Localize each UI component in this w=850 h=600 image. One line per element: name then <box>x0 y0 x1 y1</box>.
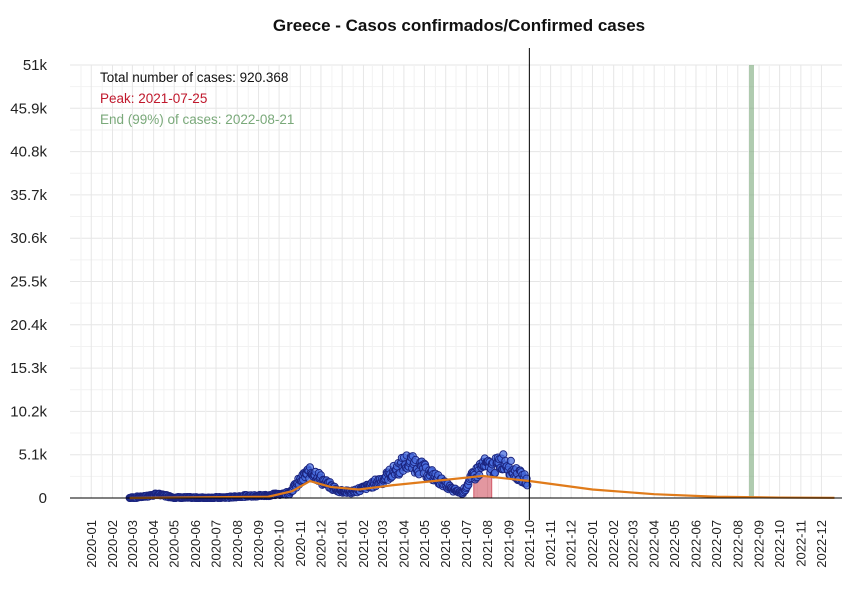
x-tick-label: 2021-01 <box>335 520 350 568</box>
x-tick-label: 2021-04 <box>396 520 411 568</box>
x-tick-label: 2020-06 <box>188 520 203 568</box>
x-tick-label: 2021-09 <box>501 520 516 568</box>
total-cases-annotation: Total number of cases: 920.368 <box>100 70 288 85</box>
x-tick-label: 2022-04 <box>647 520 662 568</box>
end-annotation: End (99%) of cases: 2022-08-21 <box>100 112 294 127</box>
y-tick-label: 20.4k <box>10 317 47 334</box>
x-tick-label: 2020-05 <box>167 520 182 568</box>
x-tick-label: 2022-02 <box>606 520 621 568</box>
y-tick-label: 40.8k <box>10 144 47 161</box>
x-tick-label: 2022-05 <box>667 520 682 568</box>
x-tick-label: 2020-08 <box>230 520 245 568</box>
x-tick-label: 2020-09 <box>251 520 266 568</box>
grid <box>70 64 842 499</box>
x-tick-label: 2020-10 <box>272 520 287 568</box>
x-tick-label: 2020-07 <box>209 520 224 568</box>
x-tick-label: 2021-11 <box>543 520 558 567</box>
y-tick-label: 45.9k <box>10 100 47 117</box>
x-tick-label: 2020-03 <box>125 520 140 568</box>
x-tick-label: 2021-07 <box>459 520 474 568</box>
x-tick-label: 2021-06 <box>438 520 453 568</box>
data-point <box>506 456 515 465</box>
x-tick-label: 2021-10 <box>522 520 537 568</box>
fit-line <box>129 474 835 500</box>
chart-title: Greece - Casos confirmados/Confirmed cas… <box>273 16 645 35</box>
y-tick-label: 35.7k <box>10 187 47 204</box>
x-tick-label: 2020-02 <box>105 520 120 568</box>
y-tick-label: 25.5k <box>10 274 47 291</box>
x-tick-label: 2020-01 <box>84 520 99 568</box>
x-tick-label: 2020-11 <box>293 520 308 567</box>
x-tick-label: 2022-09 <box>752 520 767 568</box>
y-tick-label: 15.3k <box>10 360 47 377</box>
peak-annotation: Peak: 2021-07-25 <box>100 91 207 106</box>
x-tick-label: 2021-02 <box>356 520 371 568</box>
axes <box>70 48 842 520</box>
x-tick-label: 2020-12 <box>313 520 328 568</box>
end-band <box>748 65 754 498</box>
y-tick-label: 30.6k <box>10 230 47 247</box>
x-tick-label: 2022-10 <box>772 520 787 568</box>
data-point <box>499 450 508 459</box>
y-tick-label: 0 <box>39 490 47 507</box>
x-tick-label: 2022-01 <box>585 520 600 568</box>
x-tick-label: 2022-11 <box>793 520 808 567</box>
y-tick-label: 51k <box>23 57 48 74</box>
y-tick-labels: 0 5.1k 10.2k 15.3k 20.4k 25.5k 30.6k 35.7k 40.8k… <box>10 57 47 507</box>
x-tick-label: 2022-07 <box>709 520 724 568</box>
x-tick-label: 2022-12 <box>814 520 829 568</box>
x-tick-label: 2021-12 <box>564 520 579 568</box>
x-tick-label: 2021-03 <box>375 520 390 568</box>
x-tick-label: 2022-06 <box>688 520 703 568</box>
x-tick-label: 2020-04 <box>146 520 161 568</box>
y-tick-label: 5.1k <box>19 447 48 464</box>
x-tick-label: 2021-08 <box>480 520 495 568</box>
x-tick-labels: 2020-01 2020-02 2020-03 2020-04 2020-05 2020-… <box>84 520 829 568</box>
fit-line-group <box>129 474 835 500</box>
y-tick-label: 10.2k <box>10 403 47 420</box>
x-tick-label: 2021-05 <box>417 520 432 568</box>
x-tick-label: 2022-08 <box>730 520 745 568</box>
x-tick-label: 2022-03 <box>625 520 640 568</box>
